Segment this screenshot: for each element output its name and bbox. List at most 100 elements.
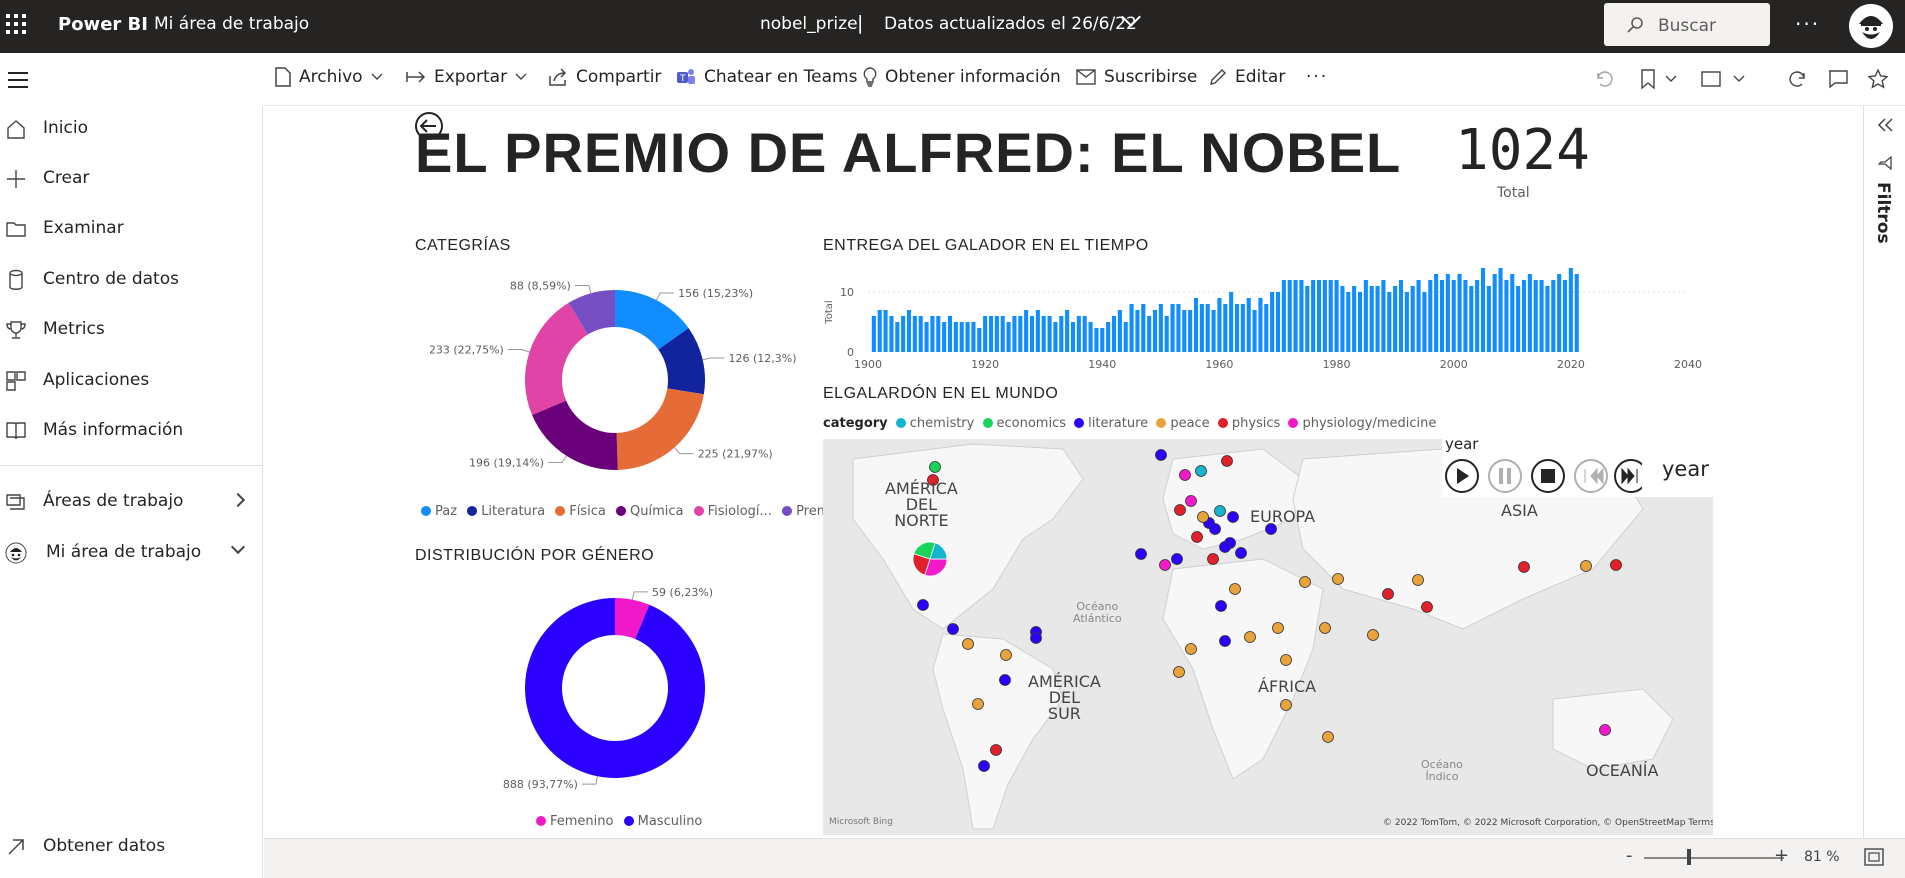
- time-bar[interactable]: [1492, 274, 1497, 352]
- time-bar[interactable]: [947, 316, 953, 352]
- time-bar[interactable]: [1024, 310, 1029, 352]
- nav-item-obtener-datos[interactable]: Obtener datos: [0, 824, 263, 868]
- time-bar[interactable]: [1223, 304, 1228, 352]
- time-bar[interactable]: [930, 316, 935, 352]
- time-bar[interactable]: [895, 322, 900, 352]
- next-button[interactable]: [1614, 459, 1642, 493]
- time-bar[interactable]: [901, 316, 906, 352]
- time-bar[interactable]: [1240, 304, 1245, 352]
- time-bar[interactable]: [1568, 268, 1573, 352]
- time-bar[interactable]: [1545, 286, 1550, 352]
- subscribe-button[interactable]: Suscribirse: [1076, 67, 1197, 87]
- time-bar[interactable]: [1369, 286, 1374, 352]
- time-bar[interactable]: [1188, 310, 1193, 352]
- zoom-in-button[interactable]: +: [1774, 845, 1790, 866]
- time-bar-chart[interactable]: 1900 1920 1940 1960 1980 2000 2020 2040 0 10 Total: [820, 262, 1720, 374]
- time-bar[interactable]: [1252, 310, 1257, 352]
- time-bar[interactable]: [1170, 304, 1175, 352]
- map-marker[interactable]: [1174, 504, 1186, 516]
- time-bar[interactable]: [1504, 280, 1509, 352]
- toolbar-more-button[interactable]: ···: [1306, 67, 1329, 87]
- time-bar[interactable]: [912, 316, 917, 352]
- time-bar[interactable]: [1070, 322, 1076, 352]
- legend-item-literatura[interactable]: Literatura: [467, 504, 545, 519]
- map-marker[interactable]: [1191, 531, 1203, 543]
- map-marker[interactable]: [1599, 724, 1611, 736]
- time-bar[interactable]: [1264, 304, 1269, 352]
- time-bar[interactable]: [1375, 286, 1380, 352]
- time-bar[interactable]: [1439, 280, 1445, 352]
- time-bar[interactable]: [1106, 322, 1111, 352]
- zoom-slider-track[interactable]: [1644, 857, 1784, 859]
- insights-button[interactable]: Obtener información: [863, 67, 1061, 87]
- map-marker[interactable]: [1219, 635, 1231, 647]
- time-bar[interactable]: [965, 322, 970, 352]
- legend-item-literature[interactable]: literature: [1074, 416, 1148, 431]
- edit-button[interactable]: Editar: [1209, 67, 1285, 87]
- time-bar[interactable]: [1147, 316, 1152, 352]
- app-launcher-icon[interactable]: [4, 12, 28, 36]
- map-marker[interactable]: [1219, 541, 1231, 553]
- map-marker[interactable]: [1367, 629, 1379, 641]
- time-bar[interactable]: [1193, 298, 1199, 352]
- time-bar[interactable]: [1065, 310, 1070, 352]
- donut-slice[interactable]: [615, 598, 650, 640]
- time-bar[interactable]: [1387, 292, 1392, 352]
- time-bar[interactable]: [1006, 322, 1011, 352]
- time-bar[interactable]: [1029, 316, 1035, 352]
- time-bar[interactable]: [1445, 274, 1450, 352]
- time-bar[interactable]: [1311, 280, 1316, 352]
- time-bar[interactable]: [1539, 280, 1544, 352]
- zoom-out-button[interactable]: -: [1626, 845, 1633, 866]
- time-bar[interactable]: [942, 322, 947, 352]
- exportar-menu[interactable]: Exportar: [406, 67, 527, 87]
- map-marker[interactable]: [1155, 449, 1167, 461]
- time-bar[interactable]: [1322, 280, 1327, 352]
- map-marker[interactable]: [1209, 523, 1221, 535]
- time-bar[interactable]: [1281, 280, 1286, 352]
- map-marker[interactable]: [1185, 495, 1197, 507]
- time-bar[interactable]: [988, 316, 994, 352]
- time-bar[interactable]: [1111, 316, 1117, 352]
- time-bar[interactable]: [1182, 310, 1187, 352]
- time-bar[interactable]: [1246, 298, 1251, 352]
- time-bar[interactable]: [1410, 286, 1415, 352]
- map-marker[interactable]: [1244, 631, 1256, 643]
- gender-donut-chart[interactable]: 59 (6,23%) 888 (93,77%): [430, 578, 800, 798]
- previous-button[interactable]: [1574, 459, 1608, 493]
- nav-item-inicio[interactable]: Inicio: [0, 106, 263, 150]
- legend-item-economics[interactable]: economics: [982, 416, 1066, 431]
- time-bar[interactable]: [1141, 304, 1146, 352]
- nav-item-crear[interactable]: Crear: [0, 156, 263, 200]
- nav-item-aplicaciones[interactable]: Aplicaciones: [0, 358, 263, 402]
- filters-pane[interactable]: [1863, 106, 1905, 838]
- time-bar[interactable]: [1363, 280, 1368, 352]
- legend-item-physics[interactable]: physics: [1217, 416, 1280, 431]
- map-marker[interactable]: [1197, 511, 1209, 523]
- time-bar[interactable]: [1229, 292, 1234, 352]
- time-bar[interactable]: [1158, 304, 1163, 352]
- time-bar[interactable]: [1480, 268, 1486, 352]
- categories-donut-chart[interactable]: 156 (15,23%) 126 (12,3%) 225 (21,97%) 196 (…: [430, 270, 800, 490]
- time-bar[interactable]: [1018, 316, 1023, 352]
- time-bar[interactable]: [1416, 280, 1421, 352]
- time-bar[interactable]: [1152, 310, 1158, 352]
- map-attribution[interactable]: © 2022 TomTom, © 2022 Microsoft Corporat…: [1383, 818, 1713, 828]
- time-bar[interactable]: [1334, 280, 1339, 352]
- legend-item-fisiologia[interactable]: Fisiologí...: [693, 504, 772, 519]
- time-bar[interactable]: [877, 310, 882, 352]
- legend-item-fisica[interactable]: Física: [555, 504, 606, 519]
- archivo-menu[interactable]: Archivo: [275, 67, 383, 87]
- time-bar[interactable]: [1299, 280, 1304, 352]
- time-bar[interactable]: [1012, 316, 1017, 352]
- refresh-icon[interactable]: [1788, 69, 1808, 89]
- pause-button[interactable]: [1488, 459, 1522, 493]
- legend-item-chemistry[interactable]: chemistry: [895, 416, 974, 431]
- compartir-button[interactable]: Compartir: [548, 67, 661, 87]
- map-marker[interactable]: [1580, 560, 1592, 572]
- time-bar[interactable]: [1562, 280, 1568, 352]
- comment-icon[interactable]: [1828, 69, 1848, 89]
- map-marker[interactable]: [1215, 600, 1227, 612]
- time-bar[interactable]: [1352, 286, 1357, 352]
- teams-chat-button[interactable]: T Chatear en Teams: [676, 67, 857, 87]
